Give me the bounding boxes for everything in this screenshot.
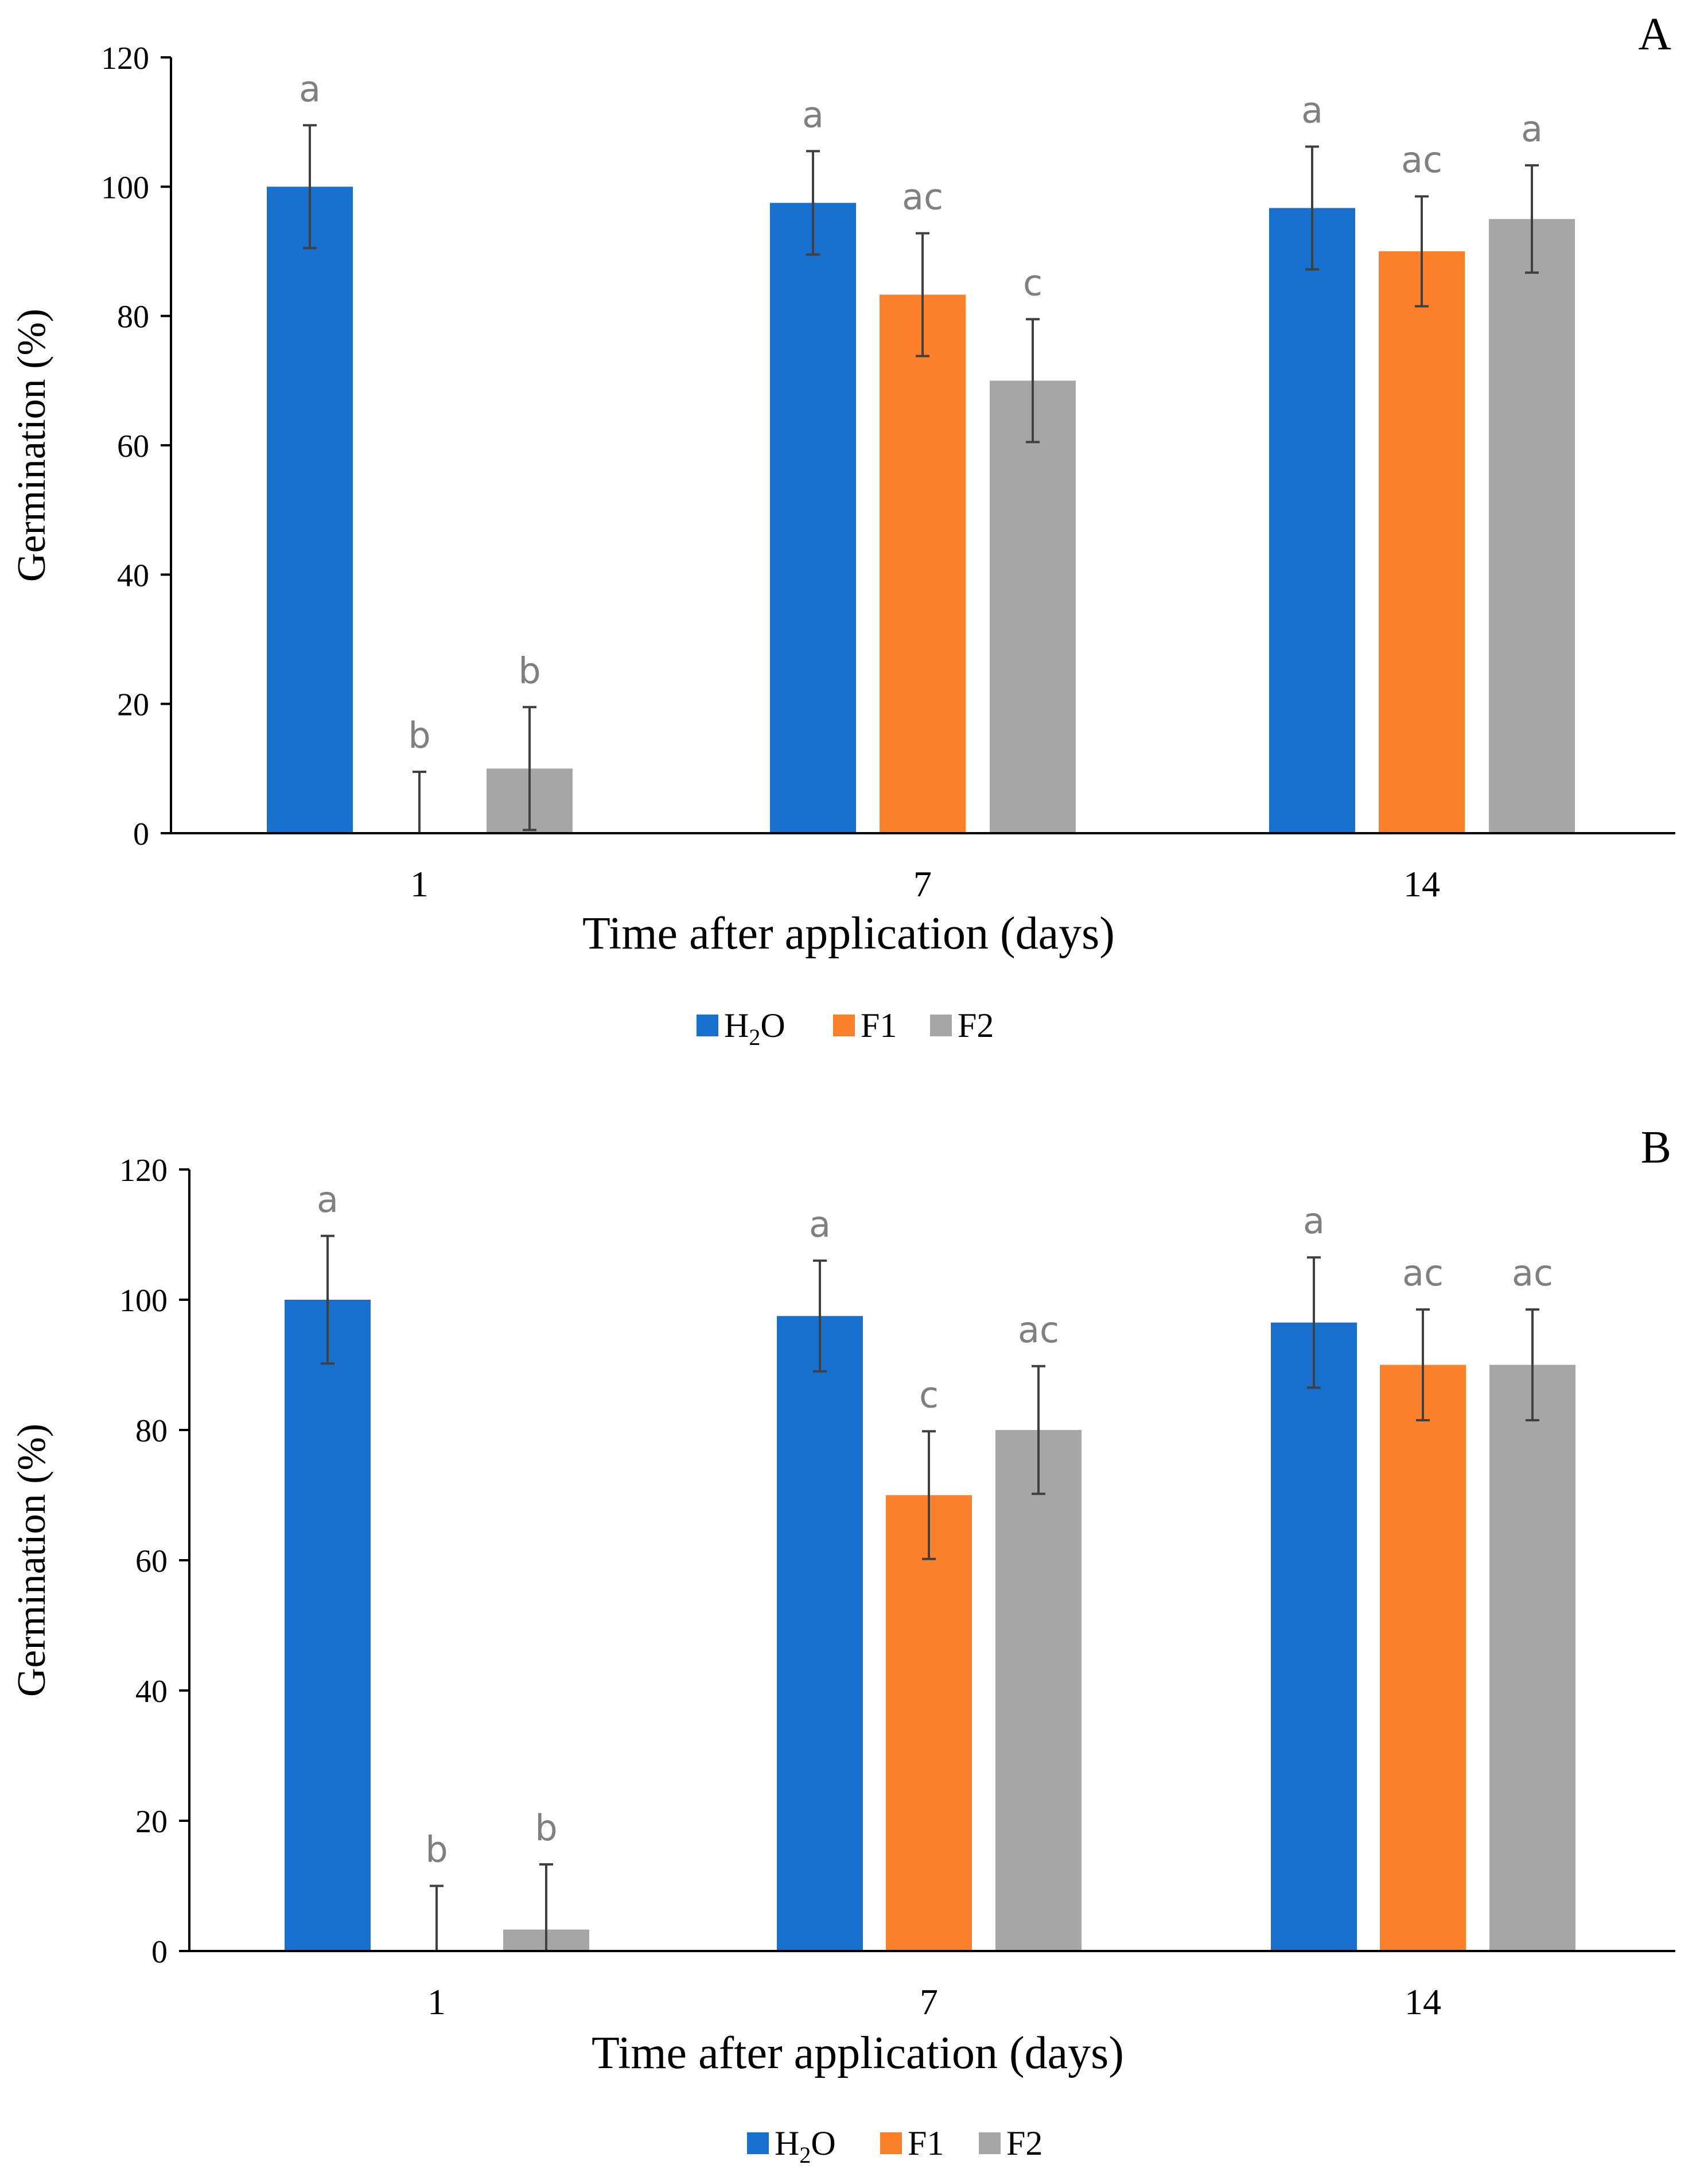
- legend-h2o-base: H: [724, 1006, 749, 1044]
- y-tick-label: 80: [117, 300, 149, 335]
- significance-letter: b: [535, 1807, 557, 1849]
- y-tick-label: 120: [119, 1153, 168, 1188]
- significance-letter: ac: [902, 176, 943, 217]
- x-tick-label: 1: [410, 864, 429, 904]
- x-axis-title: Time after application (days): [582, 908, 1115, 959]
- y-tick-label: 100: [101, 170, 149, 205]
- bar-f1-day-7: [880, 294, 966, 833]
- bar-h2o-day-1: [267, 186, 353, 833]
- significance-letter: a: [1521, 108, 1543, 150]
- bar-h2o-day-1: [285, 1300, 371, 1951]
- legend-h2o-base: H: [775, 2124, 799, 2162]
- legend-swatch-h2o: [697, 1015, 718, 1036]
- bar-f2-day-7: [995, 1430, 1082, 1951]
- significance-letter: a: [809, 1203, 831, 1245]
- y-tick-label: 0: [151, 1934, 168, 1970]
- significance-letter: b: [518, 650, 540, 691]
- y-tick-label: 80: [135, 1413, 168, 1449]
- legend-swatch-f1: [833, 1015, 855, 1036]
- y-axis-title: Germination (%): [10, 309, 54, 582]
- significance-letter: b: [408, 714, 430, 756]
- y-tick-label: 40: [117, 558, 149, 593]
- significance-letter: a: [1301, 89, 1323, 131]
- x-axis-title: Time after application (days): [592, 2028, 1124, 2078]
- bar-f1-day-7: [886, 1495, 972, 1951]
- legend-swatch-f2: [930, 1015, 952, 1036]
- significance-letter: ac: [1402, 1252, 1444, 1294]
- significance-letter: c: [919, 1374, 939, 1416]
- bar-h2o-day-7: [777, 1316, 863, 1951]
- significance-letter: b: [425, 1829, 448, 1871]
- y-tick-label: 20: [135, 1804, 168, 1840]
- legend: H2O F1 F2: [697, 1006, 994, 1050]
- significance-letter: ac: [1401, 139, 1442, 181]
- bar-f2-day-7: [990, 380, 1076, 833]
- bar-f2-day-14: [1489, 219, 1575, 834]
- y-tick-label: 120: [101, 41, 149, 76]
- bar-h2o-day-14: [1269, 208, 1355, 834]
- y-tick-label: 100: [119, 1283, 168, 1319]
- y-tick-label: 0: [133, 817, 149, 852]
- legend-label-f2: F2: [1006, 2124, 1042, 2162]
- legend-label-f1: F1: [861, 1006, 897, 1044]
- y-tick-label: 60: [135, 1544, 168, 1579]
- x-tick-label: 7: [920, 1981, 938, 2022]
- panel-letter: A: [1638, 9, 1671, 60]
- bar-f1-day-14: [1380, 1365, 1466, 1951]
- significance-letter: a: [317, 1179, 339, 1221]
- significance-letter: a: [1303, 1200, 1325, 1242]
- legend-h2o-subscript: 2: [749, 1024, 760, 1050]
- y-axis-title: Germination (%): [10, 1424, 54, 1697]
- bar-h2o-day-7: [770, 203, 856, 833]
- y-tick-label: 40: [135, 1674, 168, 1709]
- y-tick-label: 20: [117, 687, 149, 723]
- significance-letter: a: [802, 94, 824, 135]
- x-tick-label: 7: [913, 864, 932, 904]
- legend-h2o-tail: O: [811, 2124, 835, 2162]
- x-tick-label: 14: [1405, 1981, 1441, 2022]
- bar-h2o-day-14: [1271, 1322, 1357, 1951]
- x-tick-label: 1: [427, 1981, 446, 2022]
- significance-letter: ac: [1018, 1309, 1059, 1351]
- bar-f1-day-14: [1379, 251, 1465, 833]
- legend-label-h2o: H2O: [775, 2124, 836, 2168]
- legend-label-f1: F1: [908, 2124, 944, 2162]
- legend: H2O F1 F2: [747, 2124, 1042, 2168]
- bar-f2-day-14: [1489, 1365, 1575, 1951]
- chart-panel-b: B 0 20 40 60 80 100 120 Germination (%) a a a b c ac b a…: [10, 1122, 1675, 2168]
- x-tick-label: 14: [1403, 864, 1440, 904]
- legend-h2o-subscript: 2: [799, 2142, 811, 2168]
- legend-swatch-f2: [979, 2132, 1001, 2154]
- panel-letter: B: [1641, 1122, 1671, 1173]
- significance-letter: a: [299, 68, 321, 110]
- significance-letter: c: [1023, 262, 1042, 304]
- legend-h2o-tail: O: [760, 1006, 785, 1044]
- legend-swatch-f1: [880, 2132, 902, 2154]
- y-tick-label: 60: [117, 429, 149, 464]
- legend-label-h2o: H2O: [724, 1006, 785, 1050]
- legend-label-f2: F2: [958, 1006, 994, 1044]
- legend-swatch-h2o: [747, 2132, 769, 2154]
- significance-letter: ac: [1512, 1252, 1553, 1294]
